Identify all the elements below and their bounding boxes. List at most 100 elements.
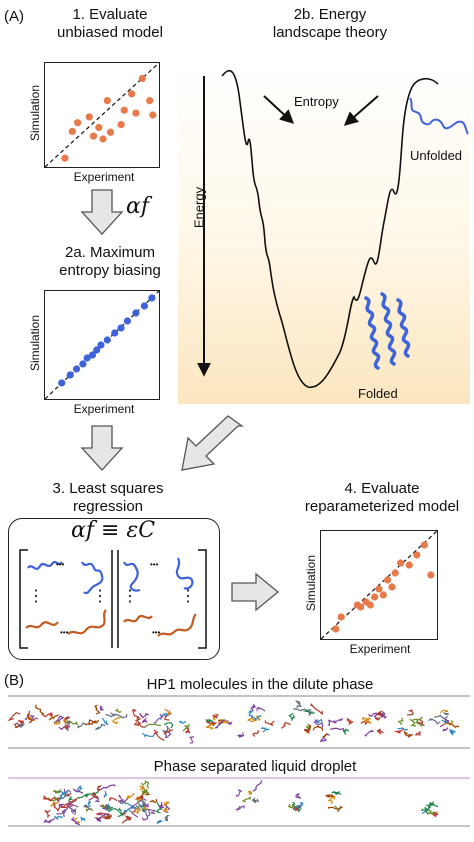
scatter-point bbox=[89, 132, 98, 140]
hp1-molecule bbox=[63, 793, 72, 799]
hp1-molecule bbox=[88, 794, 100, 803]
scatter1-xlabel: Experiment bbox=[73, 170, 135, 184]
polymer-blue-1 bbox=[27, 560, 63, 570]
hp1-molecule bbox=[153, 729, 165, 741]
hp1-molecule bbox=[118, 794, 125, 803]
matrix-bracket-right bbox=[198, 549, 207, 649]
hp1-molecule bbox=[48, 714, 59, 721]
hp1-molecule bbox=[162, 807, 169, 812]
hp1-molecule bbox=[24, 710, 31, 721]
hp1-molecule bbox=[63, 797, 79, 809]
hp1-molecule bbox=[322, 732, 328, 739]
scatter-point bbox=[366, 601, 374, 609]
energy-axis-label: Energy bbox=[191, 186, 207, 229]
right-arrow bbox=[231, 572, 280, 612]
scatter-point bbox=[66, 371, 74, 379]
hp1-molecule bbox=[237, 732, 245, 738]
hp1-molecule bbox=[409, 716, 423, 722]
polymer-blue-2 bbox=[81, 561, 104, 595]
hp1-molecule bbox=[138, 785, 145, 791]
hp1-molecule bbox=[149, 798, 158, 803]
hp1-molecule bbox=[304, 723, 312, 734]
folded-label: Folded bbox=[358, 386, 398, 401]
step4-title: 4. Evaluate reparameterized model bbox=[290, 480, 474, 516]
hp1-molecule bbox=[29, 714, 39, 720]
hp1-molecule bbox=[380, 711, 388, 719]
hp1-molecule bbox=[439, 709, 449, 714]
hp1-molecule bbox=[312, 725, 324, 732]
matrix-svg bbox=[19, 549, 207, 649]
hp1-molecule bbox=[247, 716, 258, 723]
hp1-molecule bbox=[13, 722, 20, 729]
hp1-molecule bbox=[241, 796, 252, 803]
equation: αf ≡ εC bbox=[70, 518, 156, 543]
scatter2-ylabel: Simulation bbox=[28, 314, 42, 372]
hp1-molecule bbox=[95, 816, 102, 822]
droplet-molecule-clusters bbox=[43, 780, 439, 826]
hp1-molecule bbox=[67, 804, 76, 813]
hp1-molecule bbox=[140, 780, 150, 789]
hp1-molecule bbox=[87, 799, 91, 808]
hp1-molecule bbox=[66, 801, 79, 808]
hp1-molecule bbox=[53, 815, 63, 821]
scatter-unbiased-svg bbox=[44, 62, 160, 168]
hp1-molecule bbox=[26, 715, 36, 722]
hp1-molecule bbox=[44, 809, 51, 819]
hp1-molecule bbox=[361, 717, 371, 721]
hp1-molecule bbox=[364, 729, 374, 737]
hp1-molecule bbox=[310, 703, 323, 716]
identity-line bbox=[320, 530, 438, 640]
step2a-title-line1: 2a. Maximum bbox=[64, 244, 156, 261]
scatter-plot-biased bbox=[44, 290, 160, 400]
scatter-point bbox=[103, 97, 111, 105]
hp1-molecule bbox=[403, 730, 414, 738]
hp1-molecule bbox=[327, 805, 343, 810]
step1-title-line1: 1. Evaluate bbox=[72, 6, 148, 23]
hp1-molecule bbox=[414, 731, 421, 736]
hp1-molecule bbox=[139, 795, 144, 800]
step3-title-line1: 3. Least squares bbox=[52, 480, 164, 497]
scatter3-ylabel: Simulation bbox=[304, 554, 318, 612]
scatter-point bbox=[427, 571, 435, 579]
hp1-molecule bbox=[139, 713, 150, 719]
scatter-point bbox=[413, 551, 421, 559]
hp1-molecule bbox=[141, 788, 150, 794]
droplet-title: Phase separated liquid droplet bbox=[153, 758, 357, 775]
scatter-point bbox=[128, 90, 136, 98]
matrix-vdots-2: ⋮ bbox=[92, 588, 108, 605]
scatter-point bbox=[332, 625, 340, 633]
hp1-molecule bbox=[280, 721, 291, 729]
hp1-molecule bbox=[185, 727, 191, 734]
hp1-molecule bbox=[95, 723, 106, 731]
hp1-molecule bbox=[58, 790, 68, 802]
hp1-molecule bbox=[288, 712, 295, 722]
hp1-molecule bbox=[133, 721, 146, 728]
hp1-molecule bbox=[294, 700, 303, 709]
entropy-arrow-left bbox=[263, 95, 295, 124]
matrix-dots-h2: ••• bbox=[150, 560, 159, 569]
hp1-molecule bbox=[52, 788, 62, 794]
hp1-molecule bbox=[135, 791, 151, 800]
hp1-molecule bbox=[68, 796, 73, 803]
scatter-point bbox=[371, 593, 379, 601]
hp1-molecule bbox=[164, 708, 171, 715]
hp1-molecule bbox=[53, 715, 65, 724]
hp1-molecule bbox=[158, 802, 165, 809]
hp1-molecule bbox=[62, 718, 69, 726]
step1-title-line2: unbiased model bbox=[57, 24, 163, 41]
hp1-molecule bbox=[43, 817, 56, 824]
hp1-molecule bbox=[375, 710, 384, 718]
hp1-molecule bbox=[163, 814, 170, 822]
hp1-molecule bbox=[247, 710, 254, 718]
hp1-molecule bbox=[164, 712, 172, 721]
scatter-point bbox=[357, 603, 365, 611]
scatter-point bbox=[146, 97, 154, 105]
polymer-orange-3 bbox=[123, 614, 153, 623]
hp1-molecule bbox=[104, 804, 111, 811]
hp1-molecule bbox=[131, 810, 140, 815]
hp1-molecule bbox=[99, 805, 108, 811]
down-arrow-1 bbox=[80, 189, 124, 235]
hp1-molecule bbox=[307, 708, 313, 716]
matrix-bracket-left bbox=[19, 549, 28, 649]
scatter-point bbox=[61, 154, 69, 162]
